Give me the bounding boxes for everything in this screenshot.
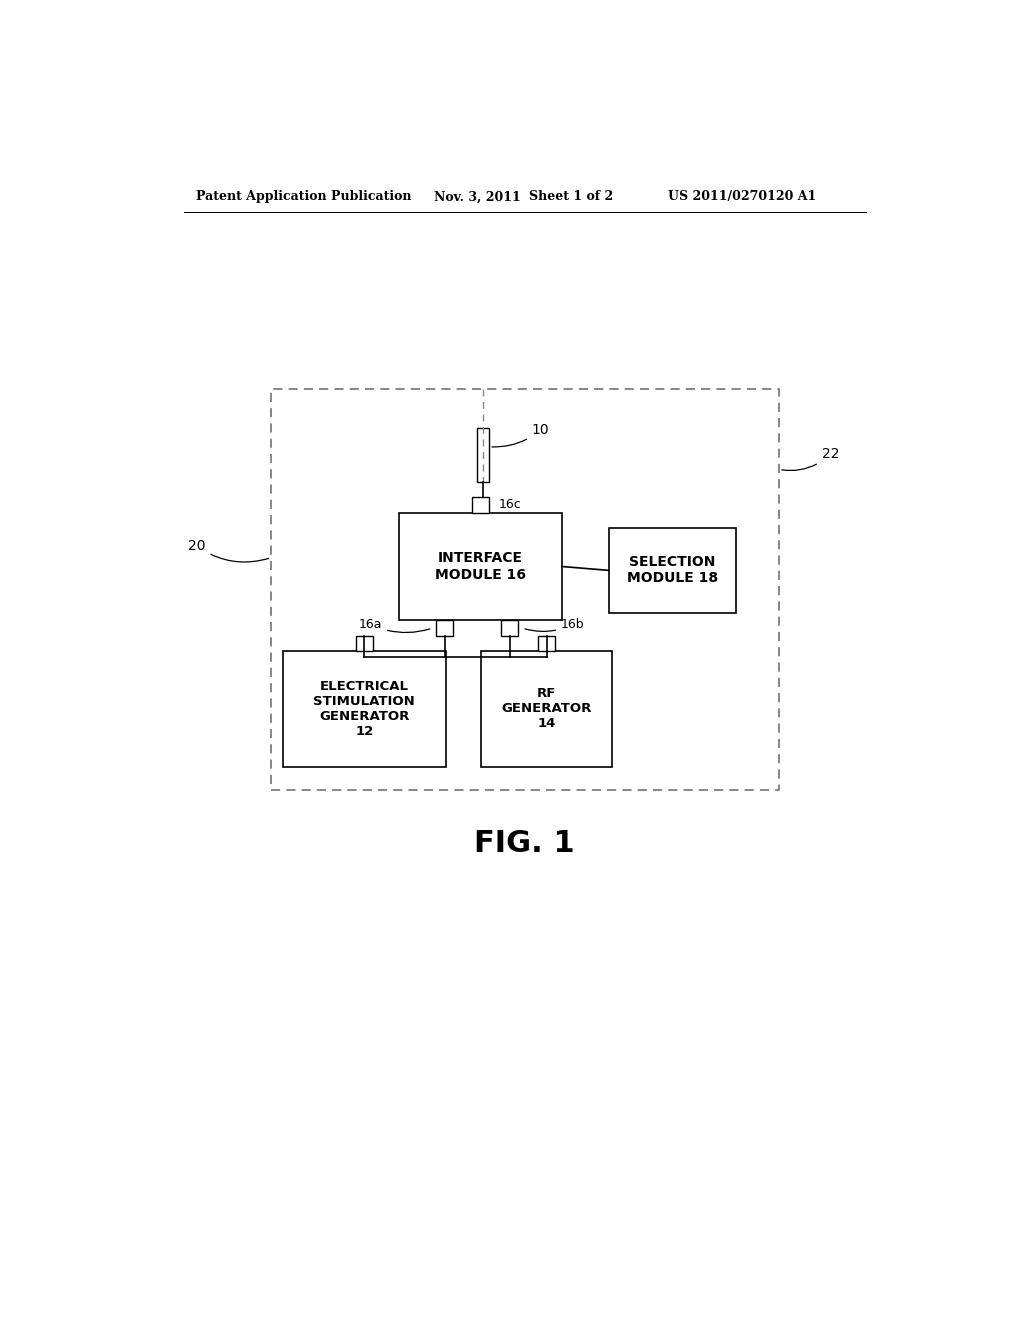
Bar [538,636,555,651]
Bar [502,620,518,636]
Text: Sheet 1 of 2: Sheet 1 of 2 [529,190,613,203]
Bar [356,636,373,651]
Text: 16c: 16c [499,499,521,511]
Text: Nov. 3, 2011: Nov. 3, 2011 [434,190,521,203]
Text: 10: 10 [492,422,550,447]
Text: FIG. 1: FIG. 1 [474,829,575,858]
Text: Patent Application Publication: Patent Application Publication [197,190,412,203]
Bar [283,651,445,767]
Text: 20: 20 [188,539,268,562]
Bar [271,389,779,789]
Text: 16b: 16b [525,618,585,631]
Text: 22: 22 [781,447,839,470]
Text: SELECTION
MODULE 18: SELECTION MODULE 18 [627,556,718,586]
Bar [608,528,736,612]
Text: RF
GENERATOR
14: RF GENERATOR 14 [502,688,592,730]
Text: 16a: 16a [358,618,430,632]
Bar [472,498,489,512]
Bar [480,651,612,767]
Bar [477,428,489,482]
Bar [399,512,562,620]
Text: US 2011/0270120 A1: US 2011/0270120 A1 [669,190,816,203]
Bar [436,620,454,636]
Text: INTERFACE
MODULE 16: INTERFACE MODULE 16 [435,552,526,582]
Text: ELECTRICAL
STIMULATION
GENERATOR
12: ELECTRICAL STIMULATION GENERATOR 12 [313,680,416,738]
